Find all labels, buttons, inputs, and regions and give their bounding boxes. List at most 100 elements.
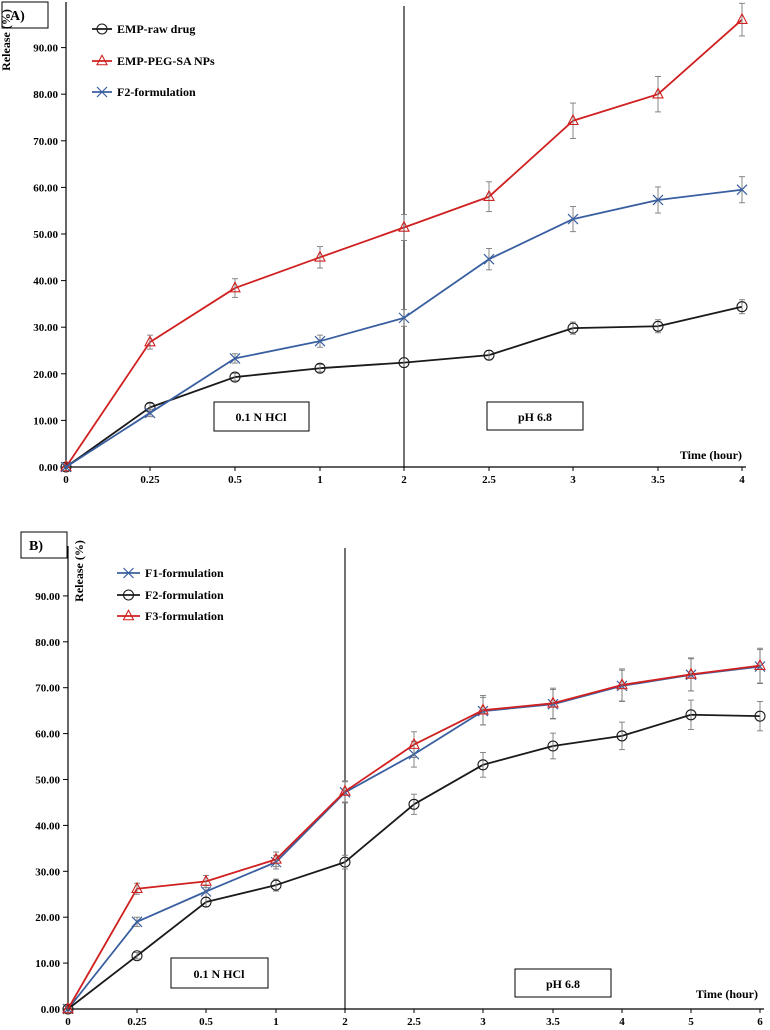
data-point — [314, 335, 326, 347]
data-point — [483, 349, 495, 361]
error-bar — [570, 321, 576, 335]
buffer-phase-label: pH 6.8 — [518, 410, 552, 424]
legend-marker — [123, 567, 134, 579]
y-tick-label: 20.00 — [35, 912, 60, 924]
error-bar — [655, 319, 661, 334]
error-bar — [619, 668, 625, 702]
data-point — [736, 184, 748, 196]
x-tick-label: 5 — [688, 1016, 694, 1028]
data-point — [60, 461, 72, 473]
data-point — [131, 950, 143, 962]
data-point — [483, 253, 495, 265]
y-tick-label: 0.00 — [39, 462, 59, 474]
error-bar — [486, 181, 492, 213]
error-bar — [480, 695, 486, 726]
legend-item: F1-formulation — [117, 566, 224, 580]
data-point — [339, 856, 351, 868]
error-bar — [739, 2, 745, 37]
data-point — [652, 320, 664, 332]
data-point — [398, 312, 410, 324]
x-tick-label: 2.5 — [482, 474, 496, 486]
error-bar — [134, 952, 140, 960]
x-tick-label: 6 — [757, 1016, 763, 1028]
series-f3-formulation — [62, 647, 766, 1014]
x-axis-label: Time (hour) — [696, 987, 758, 1001]
error-bar — [317, 364, 323, 373]
legend-item: F2-formulation — [92, 85, 196, 99]
panel-label: B) — [29, 539, 43, 554]
error-bar — [317, 246, 323, 269]
error-bar — [401, 213, 407, 241]
legend: EMP-raw drug EMP-PEG-SA NPs F2-formulati… — [92, 22, 215, 99]
series-f1-formulation — [62, 649, 766, 1015]
panel-b: B) Release (%) Time (hour) 0.1 N HCl pH … — [20, 531, 766, 1028]
x-tick-label: 3 — [570, 474, 576, 486]
y-tick-label: 20.00 — [33, 369, 58, 381]
x-tick-label: 3.5 — [651, 474, 665, 486]
y-tick-label: 40.00 — [35, 820, 60, 832]
error-bar — [757, 701, 763, 732]
y-tick-label: 50.00 — [33, 229, 58, 241]
data-point — [547, 740, 559, 752]
data-point — [62, 1002, 74, 1014]
y-tick-label: 80.00 — [35, 637, 60, 649]
x-tick-label: 0.5 — [228, 474, 242, 486]
data-point — [754, 658, 766, 670]
data-point — [736, 12, 748, 24]
x-tick-label: 0.25 — [127, 1016, 147, 1028]
data-point — [200, 886, 212, 897]
legend-marker — [122, 589, 135, 601]
data-point — [616, 730, 628, 742]
data-point — [685, 709, 697, 721]
data-point — [736, 301, 748, 313]
x-tick-label: 3.5 — [546, 1016, 560, 1028]
y-tick-label: 10.00 — [33, 415, 58, 427]
error-bar — [342, 780, 348, 803]
data-point — [408, 798, 420, 810]
series-f2-formulation — [62, 699, 766, 1015]
y-axis-label: Release (%) — [72, 540, 86, 602]
data-point — [477, 703, 489, 715]
legend-label: F3-formulation — [145, 609, 224, 623]
buffer-phase-box — [486, 401, 584, 431]
acid-phase-label: 0.1 N HCl — [194, 967, 246, 981]
legend-marker — [96, 86, 108, 98]
y-axis-label: Release (%) — [0, 9, 13, 71]
data-point — [200, 896, 212, 908]
y-tick-label: 70.00 — [35, 683, 60, 695]
legend-marker — [122, 609, 135, 621]
error-bar — [550, 687, 556, 719]
error-bar — [550, 732, 556, 760]
axes: 0.00 10.00 20.00 30.00 40.00 50.00 60.00 70.00 8… — [33, 2, 746, 486]
error-bar — [570, 102, 576, 139]
panel-label-box — [20, 531, 68, 559]
legend-label: F1-formulation — [145, 566, 224, 580]
error-bar — [232, 372, 238, 382]
y-tick-label: 70.00 — [33, 136, 58, 148]
x-tick-label: 0 — [63, 474, 69, 486]
data-point — [398, 357, 410, 369]
legend-label: F2-formulation — [117, 85, 196, 99]
y-tick-label: 60.00 — [35, 729, 60, 741]
data-point — [131, 916, 143, 928]
panel-label: A) — [10, 9, 25, 24]
series-f2-formulation — [60, 176, 748, 473]
x-tick-label: 3 — [480, 1016, 486, 1028]
y-tick-label: 40.00 — [33, 276, 58, 288]
y-tick-label: 0.00 — [41, 1004, 61, 1016]
error-bar — [411, 731, 417, 758]
acid-phase-box — [170, 957, 269, 989]
y-tick-label: 30.00 — [35, 866, 60, 878]
data-point — [567, 213, 579, 225]
legend-item: EMP-raw drug — [92, 22, 195, 36]
data-point — [229, 371, 241, 383]
x-tick-label: 2 — [401, 474, 407, 486]
data-point — [477, 759, 489, 771]
y-tick-label: 10.00 — [35, 958, 60, 970]
data-point — [314, 362, 326, 374]
y-tick-label: 60.00 — [33, 182, 58, 194]
data-point — [144, 407, 156, 419]
panel-label-box — [1, 1, 49, 29]
error-bar — [688, 657, 694, 692]
